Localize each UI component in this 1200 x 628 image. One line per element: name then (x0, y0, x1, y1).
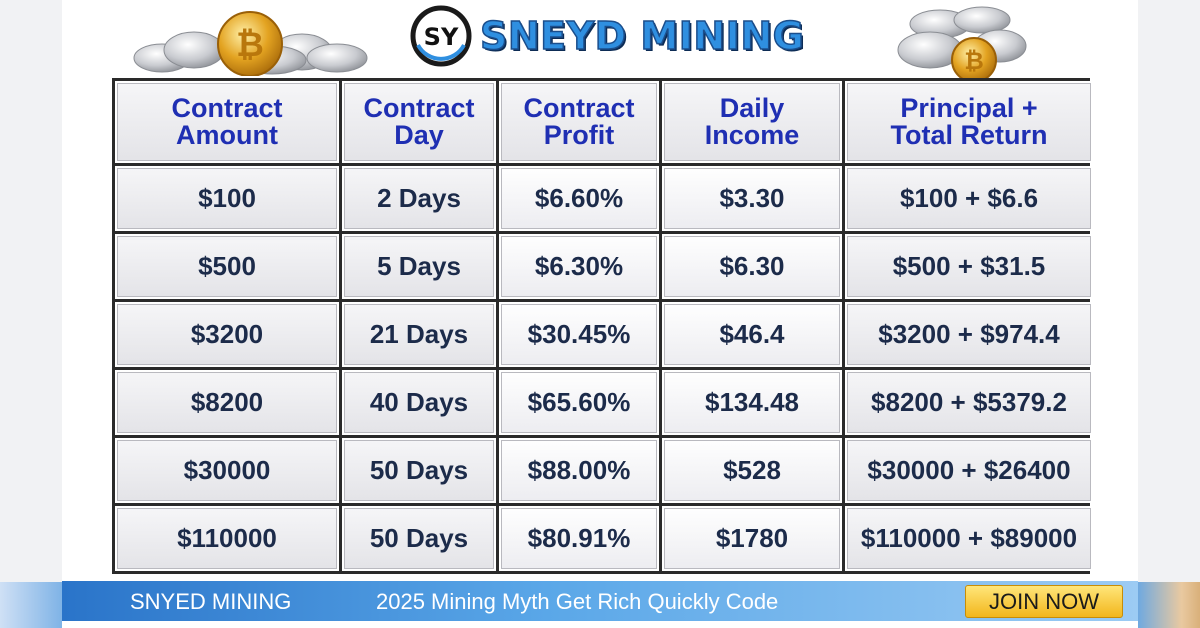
cell-amount: $500 (115, 234, 339, 299)
cell-total-return: $100 + $6.6 (845, 166, 1093, 231)
banner: ₿ SY SNEYD MINING ₿ Cont (62, 0, 1138, 628)
header-contract-profit: Contract Profit (499, 81, 659, 163)
cell-total-return: $110000 + $89000 (845, 506, 1093, 571)
header-principal-total-return: Principal + Total Return (845, 81, 1093, 163)
pricing-table: Contract Amount Contract Day Contract Profi… (112, 78, 1093, 574)
cell-daily-income: $1780 (662, 506, 842, 571)
brand-name: SNEYD MINING (479, 13, 805, 59)
cell-daily-income: $528 (662, 438, 842, 503)
coin-pile-left-icon: ₿ (133, 11, 368, 76)
cell-profit: $88.00% (499, 438, 659, 503)
cell-total-return: $3200 + $974.4 (845, 302, 1093, 367)
cell-profit: $6.30% (499, 234, 659, 299)
footer-tagline: 2025 Mining Myth Get Rich Quickly Code (376, 589, 779, 614)
cell-total-return: $30000 + $26400 (845, 438, 1093, 503)
cell-day: 50 Days (342, 438, 496, 503)
cell-amount: $8200 (115, 370, 339, 435)
cell-profit: $80.91% (499, 506, 659, 571)
cell-day: 21 Days (342, 302, 496, 367)
svg-text:₿: ₿ (236, 25, 264, 65)
cell-amount: $110000 (115, 506, 339, 571)
cell-total-return: $500 + $31.5 (845, 234, 1093, 299)
header-daily-income: Daily Income (662, 81, 842, 163)
cell-daily-income: $46.4 (662, 302, 842, 367)
cell-daily-income: $3.30 (662, 166, 842, 231)
cell-daily-income: $6.30 (662, 234, 842, 299)
header-contract-day: Contract Day (342, 81, 496, 163)
coin-pile-right-icon: ₿ (897, 6, 1027, 83)
cell-daily-income: $134.48 (662, 370, 842, 435)
brand-header: SY SNEYD MINING (410, 4, 805, 68)
cell-amount: $100 (115, 166, 339, 231)
right-margin-band (1138, 582, 1200, 628)
right-margin (1138, 0, 1200, 628)
footer-bar: SNYED MINING 2025 Mining Myth Get Rich Q… (62, 581, 1138, 621)
cell-day: 2 Days (342, 166, 496, 231)
cell-amount: $3200 (115, 302, 339, 367)
cell-profit: $65.60% (499, 370, 659, 435)
cell-profit: $30.45% (499, 302, 659, 367)
cell-profit: $6.60% (499, 166, 659, 231)
left-margin (0, 0, 62, 628)
join-now-button[interactable]: JOIN NOW (965, 585, 1123, 618)
svg-text:SY: SY (424, 23, 459, 51)
cell-day: 50 Days (342, 506, 496, 571)
svg-text:₿: ₿ (964, 47, 984, 75)
cell-total-return: $8200 + $5379.2 (845, 370, 1093, 435)
sy-logo-icon: SY (410, 5, 472, 67)
cell-day: 5 Days (342, 234, 496, 299)
cell-amount: $30000 (115, 438, 339, 503)
header-contract-amount: Contract Amount (115, 81, 339, 163)
bitcoin-gold-coin-icon (217, 11, 283, 76)
left-margin-band (0, 582, 62, 628)
footer-brand: SNYED MINING (130, 589, 292, 614)
cell-day: 40 Days (342, 370, 496, 435)
